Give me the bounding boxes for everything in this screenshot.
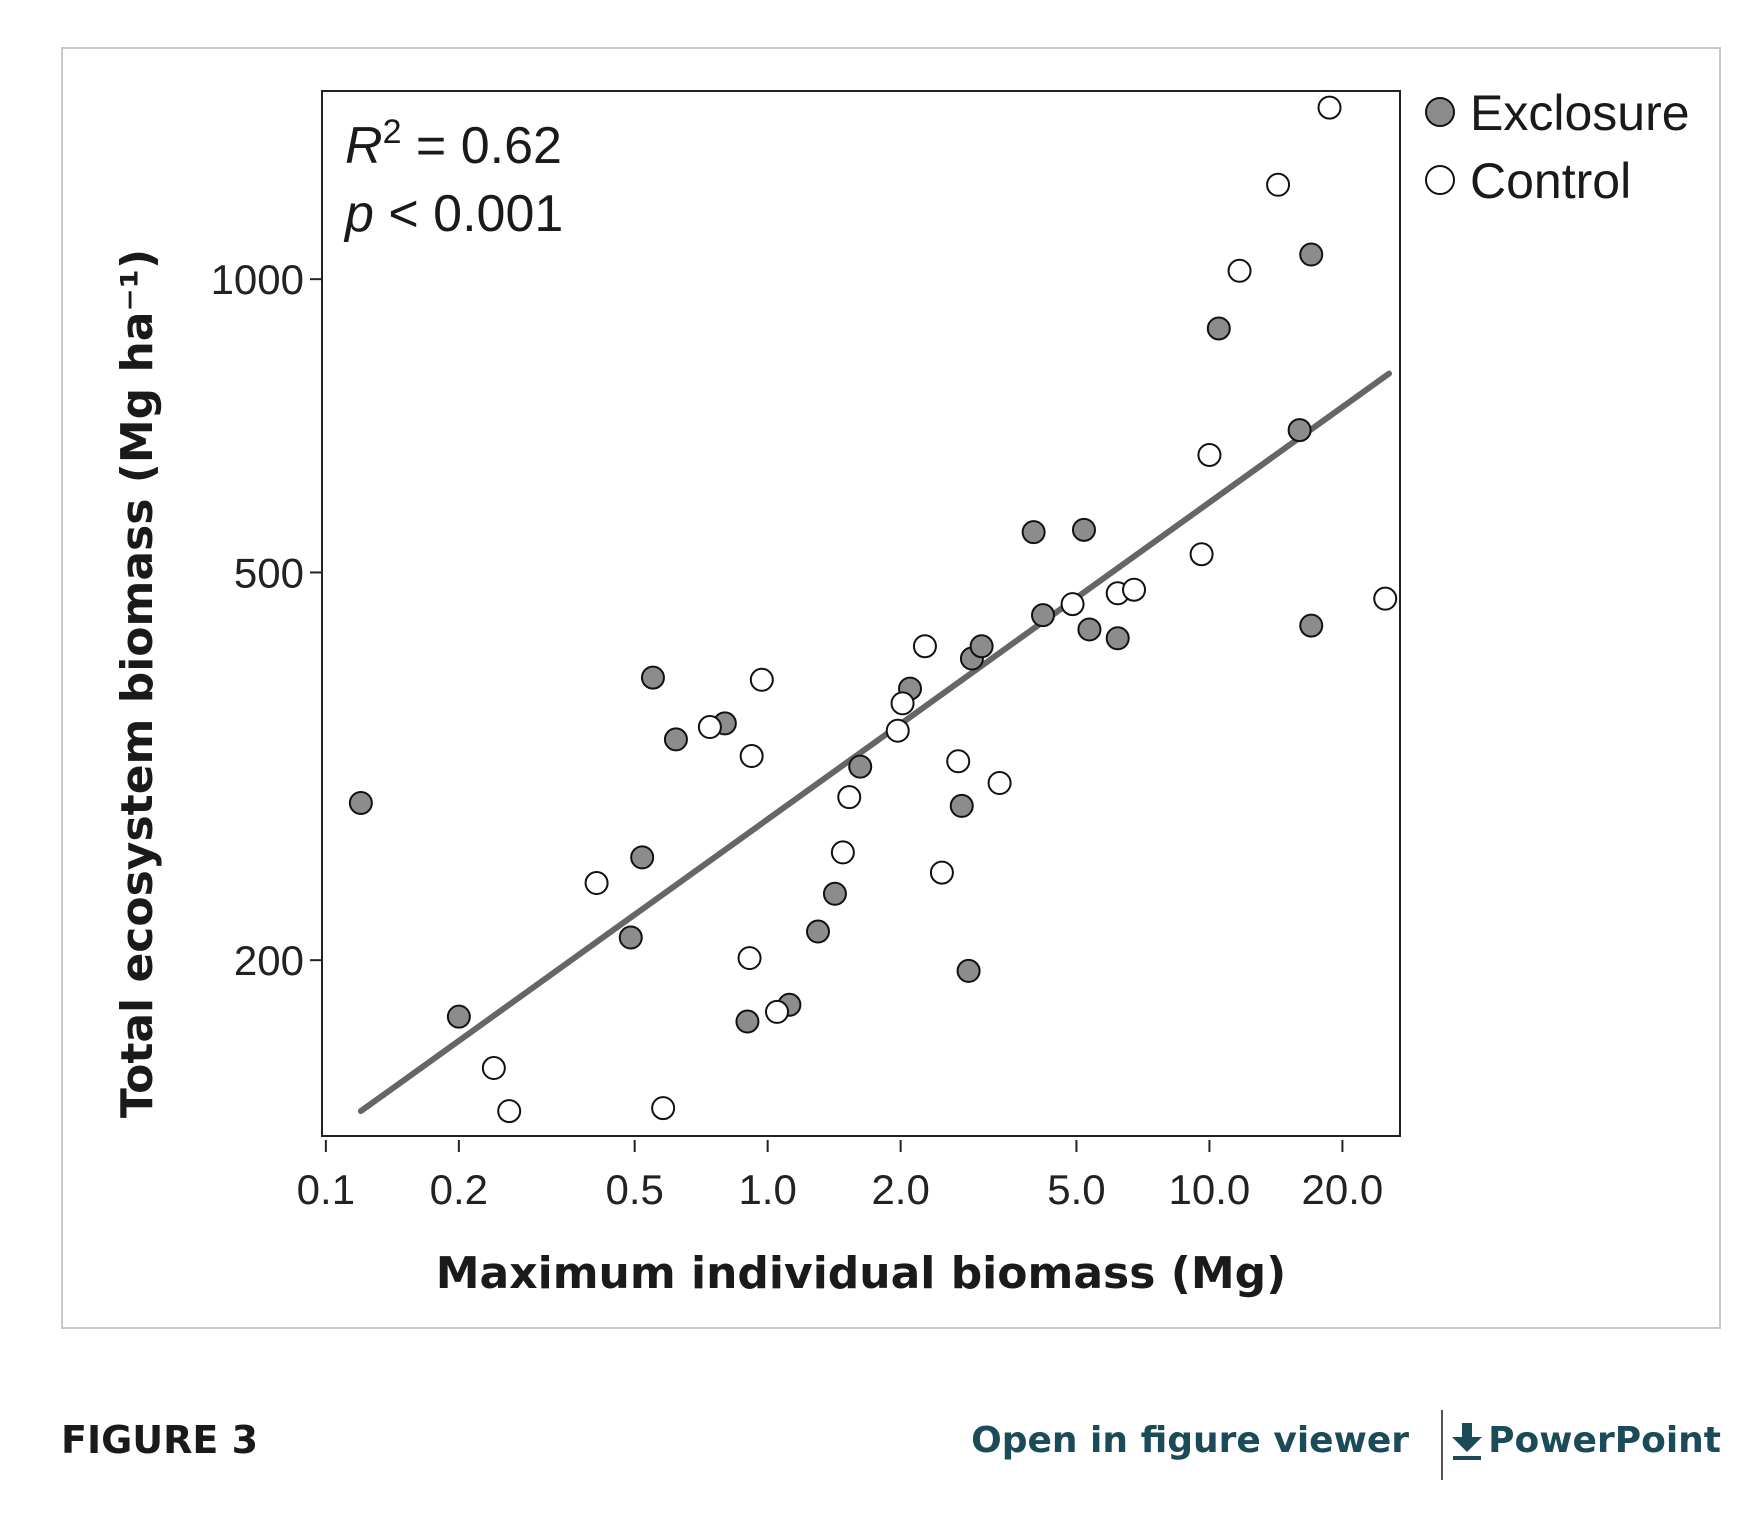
figure-frame <box>61 47 1721 1329</box>
control-point <box>830 840 855 865</box>
exclosure-point <box>805 919 830 944</box>
control-point <box>987 771 1012 796</box>
control-point <box>1060 592 1085 617</box>
p-value-annotation: p < 0.001 <box>343 185 563 243</box>
y-axis-title: Total ecosystem biomass (Mg ha⁻¹) <box>112 249 163 1118</box>
exclosure-point <box>640 665 665 690</box>
x-tick-label: 0.2 <box>430 1166 488 1213</box>
exclosure-point <box>1030 603 1055 628</box>
control-point <box>481 1056 506 1081</box>
y-tick-label: 500 <box>234 549 304 596</box>
scatter-chart: 0.1 0.2 0.5 1.0 2.0 5.0 10.0 20.0 200 500 1000 Maxi… <box>112 85 1690 1299</box>
r-squared-annotation: R2 = 0.62 <box>345 113 562 175</box>
powerpoint-download-link[interactable]: PowerPoint <box>1450 1420 1721 1461</box>
exclosure-point <box>1077 617 1102 642</box>
x-tick-label: 0.5 <box>605 1166 663 1213</box>
exclosure-point <box>969 634 994 659</box>
control-point <box>497 1099 522 1124</box>
control-point <box>1197 442 1222 467</box>
control-point <box>885 718 910 743</box>
plot-border <box>321 90 1401 1137</box>
exclosure-point <box>949 793 974 818</box>
exclosure-point <box>848 754 873 779</box>
control-point <box>737 946 762 971</box>
exclosure-point <box>735 1009 760 1034</box>
plot-layer: 0.1 0.2 0.5 1.0 2.0 5.0 10.0 20.0 200 500 1000 Maxi… <box>112 85 1690 1299</box>
x-axis-title: Maximum individual biomass (Mg) <box>436 1248 1286 1299</box>
x-tick-label: 2.0 <box>871 1166 929 1213</box>
exclosure-point <box>1206 316 1231 341</box>
control-point <box>929 860 954 885</box>
exclosure-point <box>663 727 688 752</box>
powerpoint-label: PowerPoint <box>1488 1420 1721 1461</box>
regression-line <box>357 370 1393 1115</box>
control-point <box>1227 258 1252 283</box>
control-point <box>837 785 862 810</box>
x-tick-label: 20.0 <box>1302 1166 1384 1213</box>
exclosure-point <box>1299 242 1324 267</box>
download-icon <box>1452 1422 1483 1460</box>
exclosure-point <box>1071 517 1096 542</box>
control-point <box>739 744 764 769</box>
control-point <box>697 715 722 740</box>
exclosure-point <box>1021 520 1046 545</box>
control-point <box>584 871 609 896</box>
x-tick-label: 0.1 <box>297 1166 355 1213</box>
y-tick-label: 200 <box>234 937 304 984</box>
legend-marker-control <box>1425 165 1455 195</box>
control-point <box>1189 542 1214 567</box>
figure-label: FIGURE 3 <box>61 1418 259 1462</box>
figure-footer: FIGURE 3 Open in figure viewer PowerPoin… <box>61 1410 1721 1480</box>
control-point <box>1373 586 1398 611</box>
exclosure-point <box>1105 626 1130 651</box>
control-point <box>765 999 790 1024</box>
legend-marker-exclosure <box>1425 97 1455 127</box>
exclosure-point <box>446 1004 471 1029</box>
exclosure-point <box>822 881 847 906</box>
control-point <box>946 749 971 774</box>
control-point <box>651 1096 676 1121</box>
legend-label-exclosure: Exclosure <box>1470 85 1690 141</box>
control-point <box>890 691 915 716</box>
exclosure-point <box>1299 613 1324 638</box>
exclosure-point <box>1287 418 1312 443</box>
exclosure-point <box>618 925 643 950</box>
x-tick-label: 1.0 <box>738 1166 796 1213</box>
control-point <box>1317 95 1342 120</box>
open-in-figure-viewer-link[interactable]: Open in figure viewer <box>971 1420 1409 1461</box>
x-tick-label: 10.0 <box>1169 1166 1251 1213</box>
y-tick-label: 1000 <box>211 256 304 303</box>
exclosure-point <box>630 845 655 870</box>
legend-label-control: Control <box>1470 153 1631 209</box>
control-point <box>749 667 774 692</box>
control-point <box>912 634 937 659</box>
footer-divider <box>1441 1410 1443 1480</box>
exclosure-point <box>956 958 981 983</box>
exclosure-point <box>348 790 373 815</box>
x-tick-label: 5.0 <box>1047 1166 1105 1213</box>
control-point <box>1266 172 1291 197</box>
control-point <box>1122 577 1147 602</box>
